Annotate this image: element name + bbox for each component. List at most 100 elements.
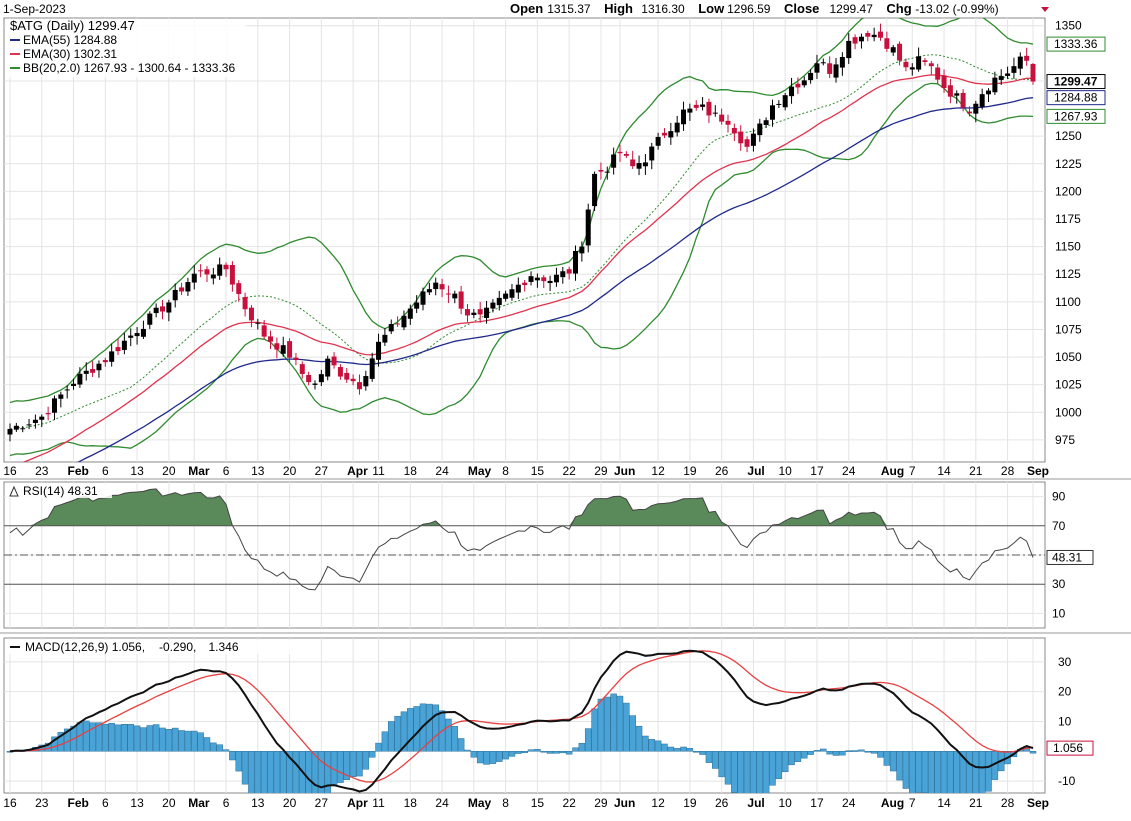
date-tick-label: 24 — [435, 464, 449, 478]
macd-histogram-bar — [89, 722, 96, 752]
candle-body — [71, 383, 77, 387]
macd-histogram-bar — [864, 751, 872, 753]
candle-body — [623, 154, 629, 156]
rsi-title: RSI(14) 48.31 — [23, 484, 98, 498]
candle-body — [693, 104, 699, 108]
date-tick-label: 10 — [779, 464, 793, 478]
candle-body — [210, 274, 216, 279]
price-value-tag — [1046, 74, 1106, 90]
macd-histogram-bar — [858, 749, 865, 752]
macd-histogram-bar — [915, 751, 922, 793]
candle-body — [96, 363, 102, 371]
macd-line — [9, 649, 1034, 793]
date-tick-label: 15 — [531, 796, 545, 810]
date-tick-label: 14 — [937, 464, 951, 478]
candle-body — [769, 105, 775, 120]
candle-body — [147, 313, 153, 325]
date-tick-label: 7 — [909, 464, 916, 478]
bb-lower-line — [9, 82, 1034, 457]
bollinger-bands — [9, 18, 1034, 457]
macd-histogram-bar — [661, 743, 668, 752]
candle-body — [268, 336, 274, 342]
date-tick-label: 27 — [315, 464, 329, 478]
candle-body — [179, 287, 185, 292]
candle-body — [172, 289, 178, 301]
panel-frame — [3, 17, 1046, 463]
candle-body — [1030, 63, 1036, 82]
rsi-value-tag — [1046, 549, 1094, 565]
macd-histogram-bar — [133, 725, 141, 752]
price-tick-label: 1075 — [1055, 322, 1082, 336]
candle-body — [731, 127, 737, 134]
date-tick-label: 21 — [969, 796, 983, 810]
candle-body — [858, 36, 864, 42]
date-tick-label: Jun — [614, 464, 635, 478]
macd-histogram-bar — [616, 695, 624, 752]
macd-histogram-bar — [673, 748, 681, 752]
macd-histogram-bar — [781, 751, 789, 773]
legend-background — [6, 19, 246, 77]
candle-body — [109, 351, 115, 362]
price-tick-label: 1175 — [1055, 212, 1081, 226]
date-tick-label: May — [468, 796, 492, 810]
candle-body — [706, 101, 712, 116]
price-tick-label: 1125 — [1055, 267, 1081, 281]
macd-histogram-bar — [889, 751, 897, 772]
date-tick-label: 16 — [3, 464, 17, 478]
macd-histogram-bar — [102, 723, 109, 752]
candle-body — [992, 77, 998, 93]
macd-histogram-bar — [978, 751, 986, 793]
candle-body — [941, 75, 947, 89]
date-tick-label: 6 — [223, 796, 230, 810]
candle-body — [947, 85, 953, 97]
date-tick-label: 6 — [102, 796, 109, 810]
date-tick-label: 19 — [683, 464, 697, 478]
candle-body — [560, 271, 566, 278]
candle-body — [757, 123, 763, 136]
candle-body — [979, 94, 985, 107]
date-tick-label: 20 — [162, 464, 176, 478]
macd-histogram-bar — [267, 751, 274, 793]
price-tick-label: 1350 — [1055, 19, 1082, 33]
candle-body — [458, 291, 464, 309]
macd-histogram-bar — [515, 751, 522, 754]
macd-histogram-bar — [51, 736, 58, 752]
macd-histogram-bar — [82, 720, 90, 752]
candle-body — [604, 171, 610, 173]
macd-histogram-bar — [813, 750, 821, 752]
macd-histogram-bar — [712, 751, 719, 769]
candle-body — [839, 57, 845, 68]
date-tick-label: 20 — [283, 464, 297, 478]
candle-body — [750, 133, 756, 146]
ema30-line — [22, 74, 1034, 462]
candle-body — [903, 61, 909, 68]
candle-body — [661, 132, 667, 136]
candle-body — [261, 325, 267, 337]
macd-histogram-bar — [845, 750, 852, 752]
bb-middle-line — [9, 54, 1034, 430]
candle-body — [776, 103, 782, 105]
date-tick-label: 29 — [594, 464, 608, 478]
macd-histogram-bar — [947, 751, 954, 793]
date-tick-label: 28 — [1001, 796, 1015, 810]
date-tick-label: 14 — [937, 796, 951, 810]
date-tick-label: 10 — [779, 796, 793, 810]
rsi-tick-label: 90 — [1052, 490, 1066, 504]
macd-histogram-bar — [184, 730, 192, 752]
candle-body — [573, 250, 579, 274]
rsi-line — [9, 488, 1034, 591]
candle-body — [598, 169, 604, 172]
candle-body — [738, 131, 744, 144]
macd-histogram-bar — [559, 751, 567, 754]
ohlc-readout: Open 1315.37 High 1316.30 Low 1296.59 Close 129… — [510, 1, 999, 16]
macd-tick-label: 30 — [1058, 655, 1072, 669]
candle-body — [884, 38, 890, 49]
macd-histogram-bar — [171, 727, 179, 752]
candle-body — [935, 67, 941, 80]
macd-value-label: 1.056 — [1053, 741, 1083, 755]
chart-date: 1-Sep-2023 — [3, 2, 66, 16]
date-tick-label: 8 — [502, 796, 509, 810]
macd-histogram-bar — [794, 751, 802, 762]
date-tick-label: Feb — [68, 464, 89, 478]
price-tick-label: 1025 — [1055, 378, 1082, 392]
